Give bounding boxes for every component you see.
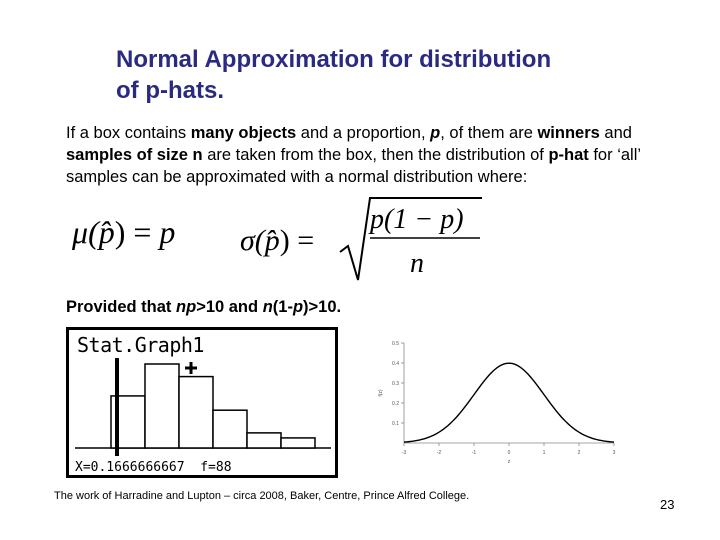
plot-y-tick-label: 0.1	[392, 421, 399, 427]
histogram-bar	[280, 437, 316, 449]
intro-text-4: and	[599, 124, 632, 142]
intro-bold-p-hat: p-hat	[548, 146, 589, 164]
sd-formula-p-hat: p̂	[264, 224, 280, 257]
condition-text-4: )>10.	[303, 298, 342, 316]
plot-x-label: z	[508, 459, 511, 465]
slide-title-line1: Normal Approximation for distribution	[116, 46, 552, 73]
slide-title-line2: of p-hats.	[116, 77, 224, 104]
calculator-status-x: X=0.1666666667	[75, 460, 185, 475]
plot-y-tick-label: 0.2	[392, 401, 399, 407]
intro-bold-samples: samples of size n	[66, 146, 203, 164]
footer-credit: The work of Harradine and Lupton – circa…	[54, 490, 470, 502]
calculator-histogram	[75, 358, 331, 456]
condition-np: np	[176, 298, 197, 316]
plot-x-tick-label: 3	[613, 450, 616, 456]
plot-x-tick-label: 1	[543, 450, 546, 456]
plot-x-tick-label: -3	[402, 450, 407, 456]
plot-x-tick-label: -1	[472, 450, 477, 456]
normal-curve-plot: -3 -2 -1 0 1 2 3 0.1 0.2 0.3 0.4 0.5 z f(z)	[378, 341, 616, 465]
intro-text-3: , of them are	[440, 124, 538, 142]
mean-formula: μ(p̂) = p	[72, 214, 175, 251]
condition-text-2: >10 and	[196, 298, 263, 316]
histogram-bar	[246, 432, 282, 449]
mean-formula-mu: μ(	[72, 214, 99, 250]
page-number: 23	[660, 497, 675, 512]
mean-formula-rhs: p	[159, 214, 176, 250]
condition-p: p	[292, 298, 304, 316]
intro-bold-p: p	[430, 124, 441, 142]
slide-title: Normal Approximation for distribution of…	[116, 44, 676, 106]
intro-text-6: for ‘all’ samples can be approximated wi…	[66, 146, 641, 186]
intro-text-2: and a proportion,	[296, 124, 431, 142]
sd-formula-sigma: σ(	[240, 224, 265, 257]
histogram-trace-cursor	[185, 362, 197, 374]
normal-curve-line	[403, 362, 615, 443]
plot-y-tick-label: 0.5	[392, 341, 399, 347]
intro-bold-winners: winners	[537, 124, 600, 142]
intro-paragraph: If a box contains many objects and a pro…	[66, 122, 696, 188]
sd-formula: σ(p̂) =	[240, 224, 314, 258]
calculator-status: X=0.1666666667 f=88	[75, 460, 232, 475]
intro-text-5: are taken from the box, then the distrib…	[202, 146, 549, 164]
calculator-screen: Stat.Graph1 X=0.1666666667 f=88	[66, 327, 338, 478]
plot-y-tick-label: 0.3	[392, 381, 399, 387]
histogram-bar	[212, 409, 248, 449]
condition-n: n	[262, 298, 273, 316]
plot-x-tick-label: 0	[508, 450, 511, 456]
sd-formula-numerator: p(1 − p)	[370, 204, 464, 235]
condition-text-3: (1-	[272, 298, 293, 316]
sd-formula-eq: ) =	[279, 224, 315, 257]
mean-formula-p-hat: p̂	[98, 214, 115, 250]
histogram-bar	[144, 363, 180, 449]
plot-y-label: f(z)	[378, 389, 384, 397]
intro-text-1: If a box contains	[66, 124, 191, 142]
intro-bold-many-objects: many objects	[190, 124, 297, 142]
plot-y-tick-label: 0.4	[392, 361, 399, 367]
calculator-status-f: f=88	[200, 460, 232, 475]
histogram-bar	[178, 375, 214, 449]
plot-x-tick-label: -2	[437, 450, 442, 456]
sqrt-symbol	[339, 197, 482, 281]
plot-x-tick-label: 2	[578, 450, 581, 456]
calculator-title: Stat.Graph1	[77, 333, 204, 357]
sd-formula-denominator: n	[410, 248, 424, 279]
mean-formula-eq: ) =	[114, 214, 160, 250]
condition-text-1: Provided that	[66, 298, 177, 316]
condition-line: Provided that np>10 and n(1-p)>10.	[66, 296, 666, 318]
